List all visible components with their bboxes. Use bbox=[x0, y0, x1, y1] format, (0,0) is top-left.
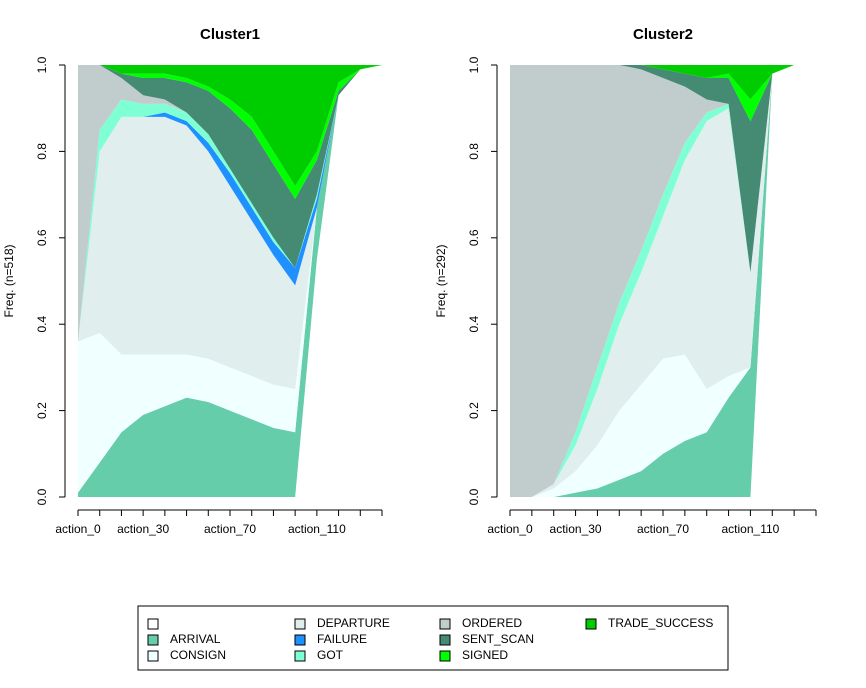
x-tick-label: action_30 bbox=[117, 522, 169, 536]
area-segment bbox=[510, 65, 816, 497]
area-segment bbox=[510, 65, 816, 273]
legend-swatch bbox=[439, 650, 451, 662]
x-tick-label: action_0 bbox=[55, 522, 101, 536]
y-tick-label: 0.6 bbox=[467, 229, 481, 246]
area-segment bbox=[510, 65, 816, 497]
area-segment bbox=[78, 65, 382, 493]
area-segment bbox=[78, 65, 382, 186]
area-segment bbox=[510, 65, 816, 497]
area-segment bbox=[78, 65, 382, 342]
area-segment bbox=[78, 65, 382, 497]
y-tick-label: 1.0 bbox=[35, 56, 49, 73]
chart-title: Cluster2 bbox=[633, 26, 693, 43]
legend-label: ARRIVAL bbox=[170, 632, 221, 646]
y-tick-label: 0.6 bbox=[35, 229, 49, 246]
x-tick-label: action_30 bbox=[550, 522, 602, 536]
y-tick-label: 0.0 bbox=[35, 488, 49, 505]
area-segment bbox=[510, 65, 816, 497]
legend-swatch bbox=[294, 650, 306, 662]
y-tick-label: 1.0 bbox=[467, 56, 481, 73]
y-tick-label: 0.4 bbox=[467, 316, 481, 333]
legend-label: GOT bbox=[317, 648, 344, 662]
area-segment bbox=[510, 65, 816, 497]
x-tick-label: action_110 bbox=[722, 522, 780, 536]
legend-swatch bbox=[147, 618, 159, 630]
chart-title: Cluster1 bbox=[200, 26, 260, 43]
x-tick-label: action_70 bbox=[637, 522, 689, 536]
x-tick-label: action_70 bbox=[204, 522, 256, 536]
area-segment bbox=[510, 65, 816, 100]
legend-label: CONSIGN bbox=[170, 648, 226, 662]
y-tick-label: 0.2 bbox=[35, 402, 49, 419]
y-tick-label: 0.2 bbox=[467, 402, 481, 419]
y-tick-label: 0.8 bbox=[35, 143, 49, 160]
legend-box bbox=[137, 605, 729, 671]
y-tick-label: 0.0 bbox=[467, 488, 481, 505]
legend-label: SENT_SCAN bbox=[462, 632, 534, 646]
legend-swatch bbox=[147, 634, 159, 646]
y-tick-label: 0.4 bbox=[35, 316, 49, 333]
legend-label: ORDERED bbox=[462, 616, 522, 630]
area-segment bbox=[78, 65, 382, 269]
y-axis-title: Freq. (n=292) bbox=[434, 244, 448, 317]
legend-swatch bbox=[585, 618, 597, 630]
y-axis-title: Freq. (n=518) bbox=[2, 244, 16, 317]
x-tick-label: action_110 bbox=[288, 522, 346, 536]
y-tick-label: 0.8 bbox=[467, 143, 481, 160]
x-tick-label: action_0 bbox=[487, 522, 533, 536]
legend-label: DEPARTURE bbox=[317, 616, 390, 630]
legend-swatch bbox=[294, 618, 306, 630]
legend-swatch bbox=[439, 618, 451, 630]
legend-swatch bbox=[147, 650, 159, 662]
legend-label: TRADE_SUCCESS bbox=[608, 616, 713, 630]
legend-swatch bbox=[294, 634, 306, 646]
area-segment bbox=[78, 65, 382, 389]
legend-label: FAILURE bbox=[317, 632, 367, 646]
legend-swatch bbox=[439, 634, 451, 646]
legend-label: SIGNED bbox=[462, 648, 508, 662]
